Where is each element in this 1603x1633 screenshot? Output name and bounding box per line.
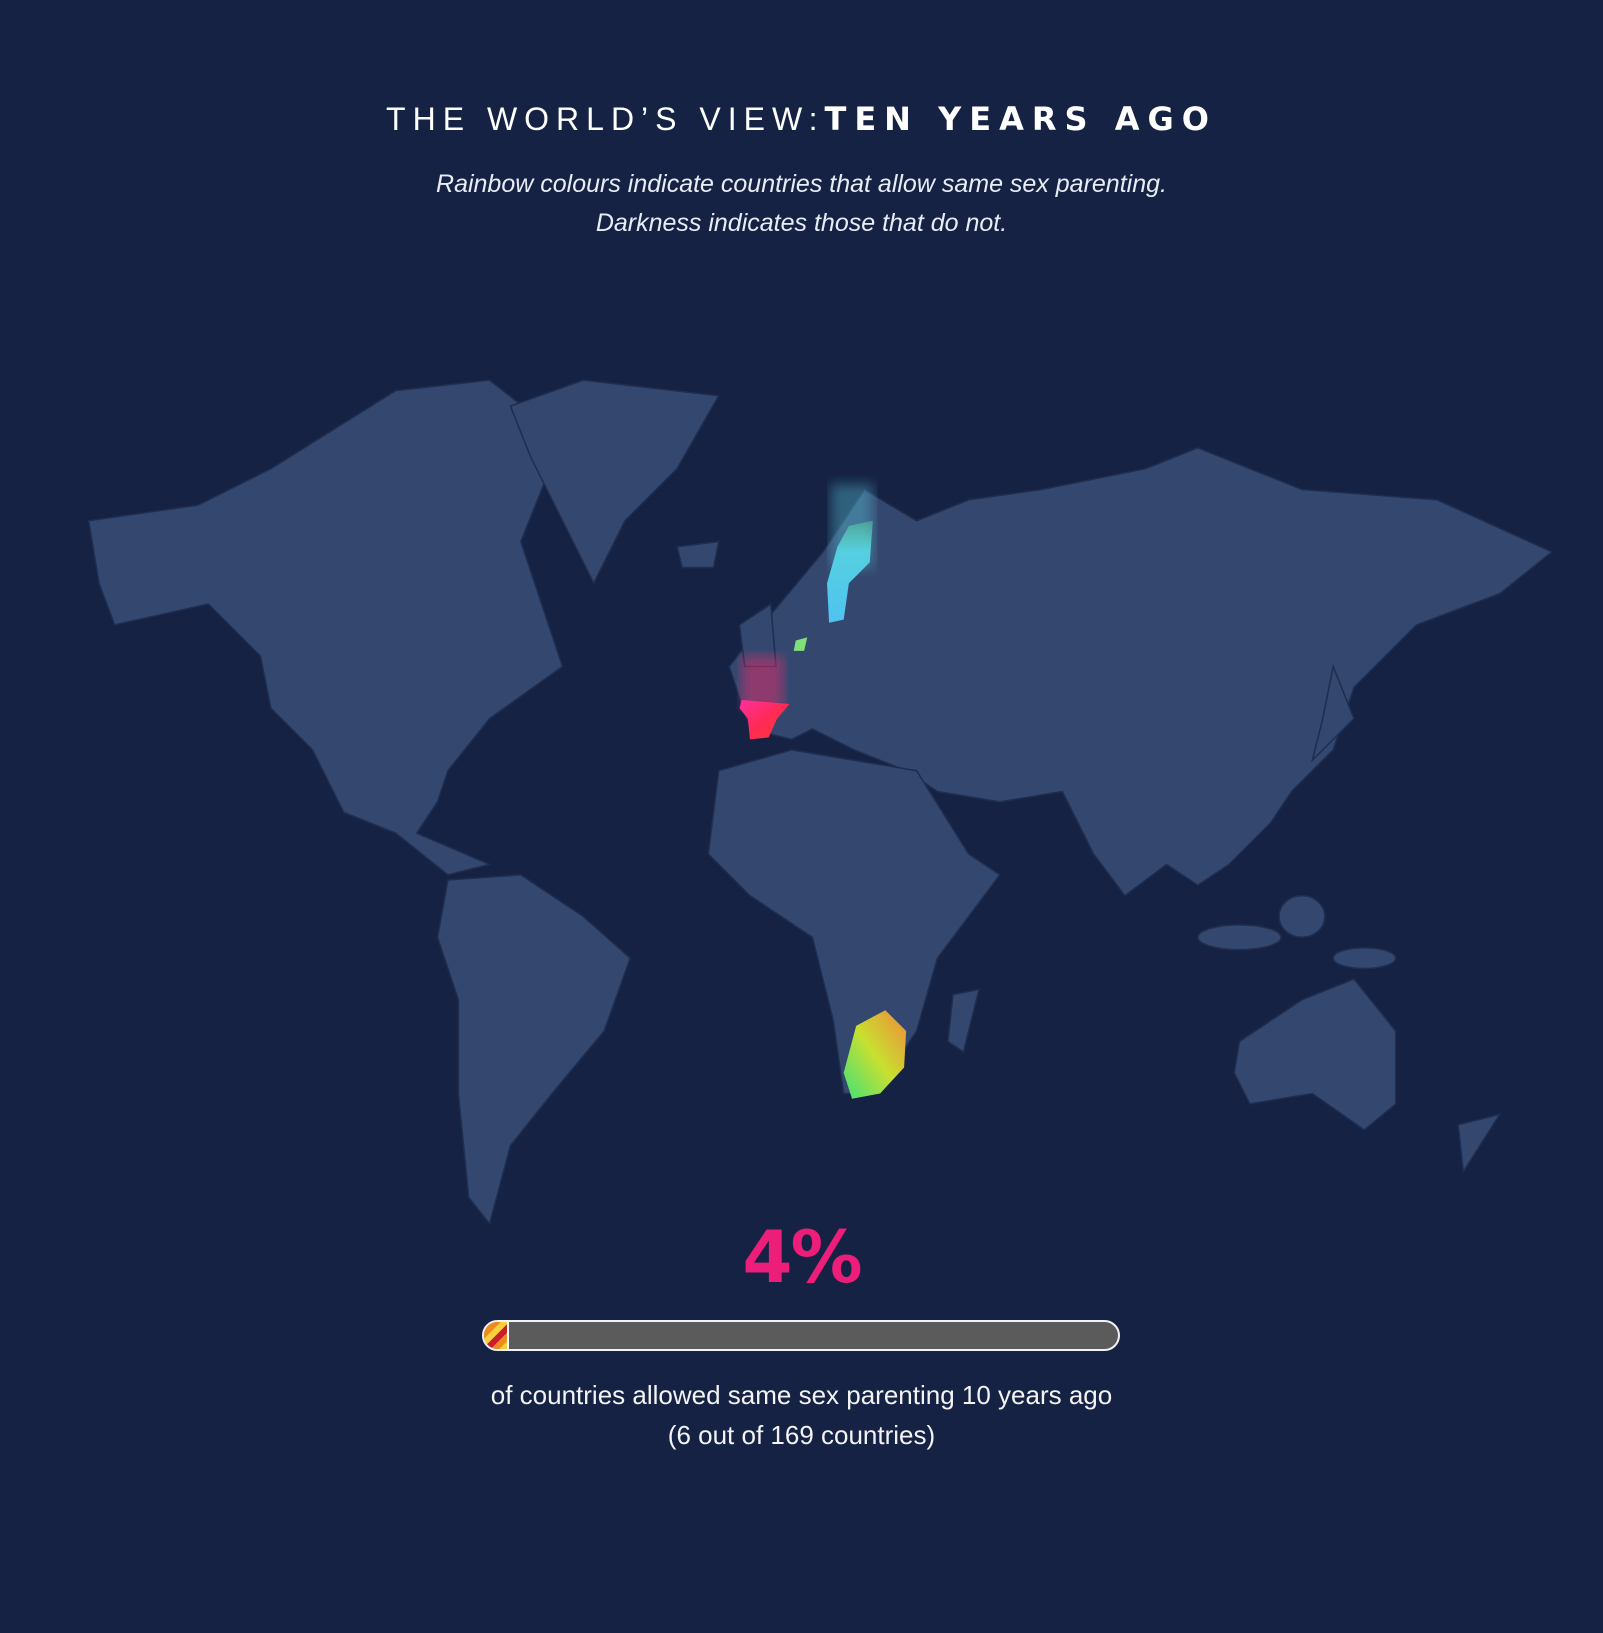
- south-africa: [843, 1010, 907, 1099]
- australia: [1233, 978, 1397, 1131]
- page-title: THE WORLD’S VIEW:TEN YEARS AGO: [0, 100, 1603, 138]
- spain: [739, 699, 790, 740]
- north-america: [87, 379, 564, 876]
- subtitle-line-1: Rainbow colours indicate countries that …: [436, 170, 1167, 198]
- caption-line-2: (6 out of 169 countries): [667, 1420, 936, 1450]
- spain-glow: [741, 656, 784, 709]
- japan: [1310, 663, 1355, 763]
- new-guinea: [1332, 946, 1397, 970]
- new-zealand: [1457, 1113, 1502, 1174]
- subtitle-line-2: Darkness indicates those that do not.: [595, 209, 1008, 237]
- caption-line-1: of countries allowed same sex parenting …: [490, 1380, 1113, 1410]
- greenland: [509, 379, 720, 585]
- progress-fill: [484, 1322, 509, 1349]
- indonesia: [1196, 924, 1282, 951]
- percent-stat: 4%: [742, 1215, 862, 1299]
- madagascar: [946, 988, 981, 1054]
- netherlands: [793, 637, 808, 651]
- iceland: [676, 540, 720, 569]
- title-bold: TEN YEARS AGO: [824, 100, 1217, 138]
- title-light: THE WORLD’S VIEW:: [386, 101, 825, 137]
- borneo: [1278, 894, 1326, 939]
- south-america: [436, 874, 632, 1226]
- eurasia: [728, 446, 1554, 897]
- sweden: [827, 520, 873, 623]
- highlighted-countries: [739, 484, 907, 1099]
- progress-bar: [482, 1320, 1120, 1351]
